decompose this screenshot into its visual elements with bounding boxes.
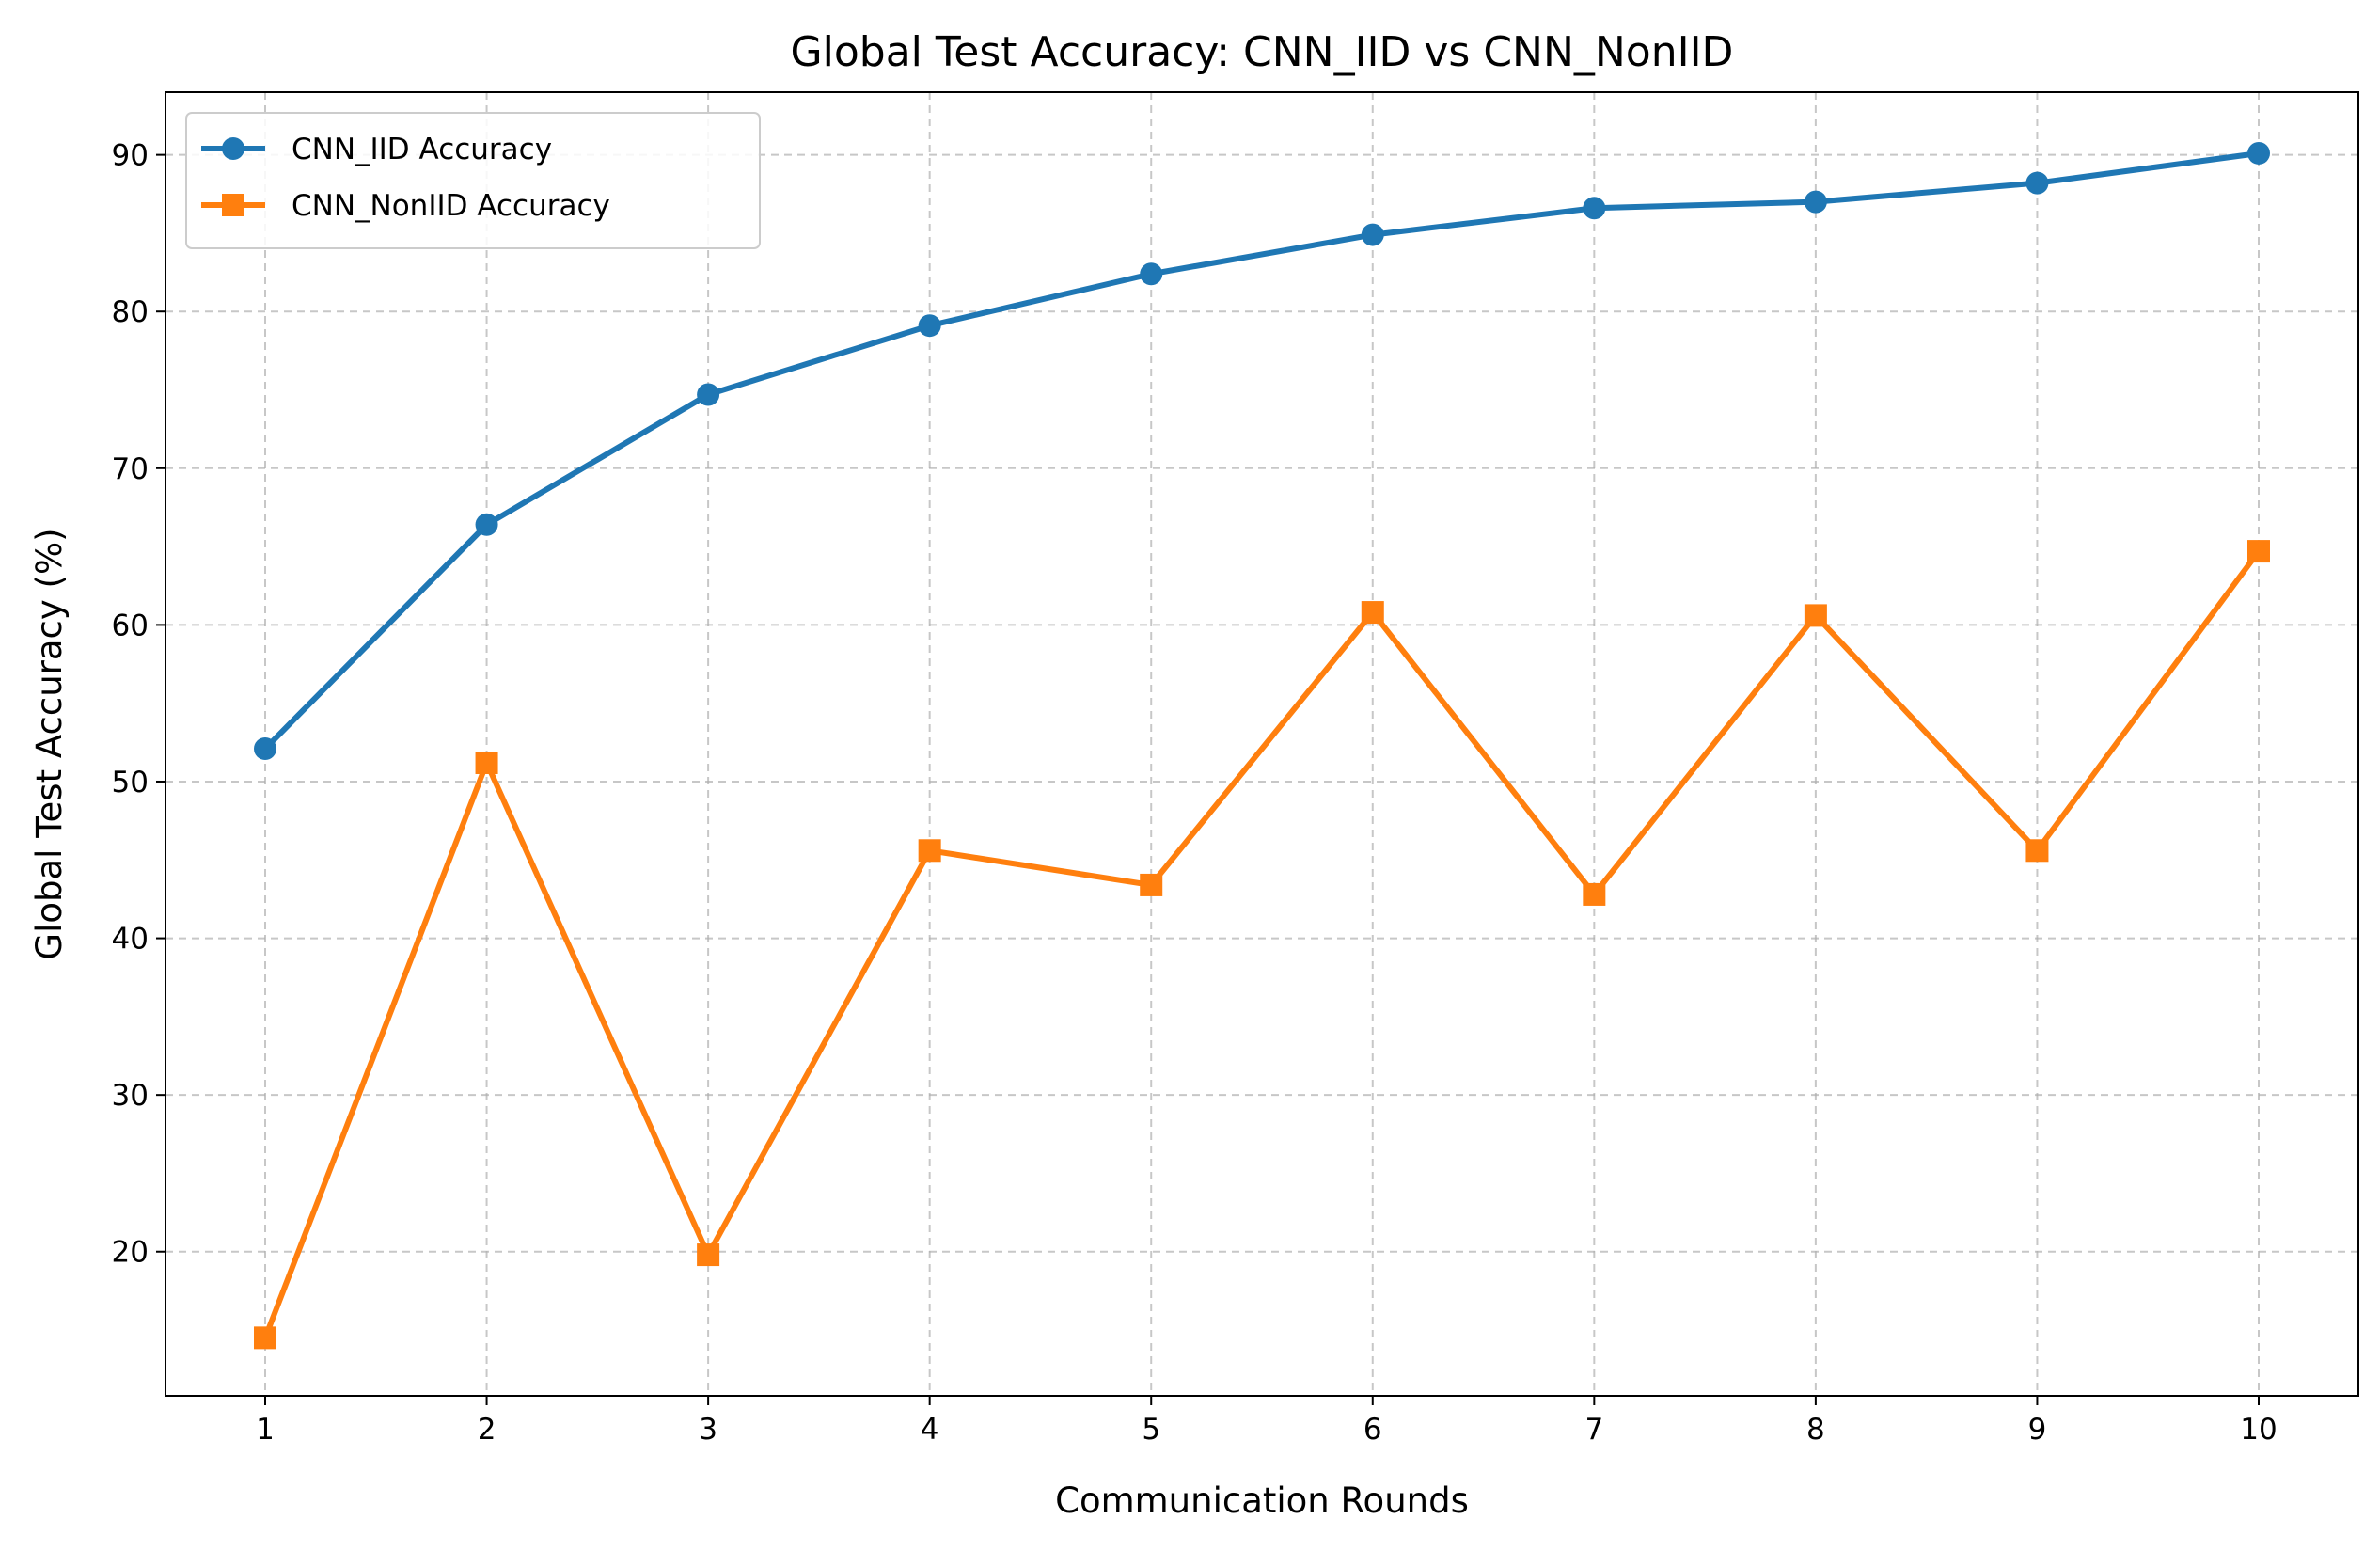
legend-item: CNN_NonIID Accuracy [201,189,610,223]
series-1 [254,141,2270,760]
x-tick-label: 4 [921,1413,939,1447]
chart-title: Global Test Accuracy: CNN_IID vs CNN_Non… [791,28,1734,76]
data-point [254,736,276,760]
y-tick-label: 80 [112,295,149,329]
data-point [697,383,720,406]
data-point [1583,197,1606,220]
x-tick-label: 2 [478,1413,496,1447]
x-tick-label: 5 [1142,1413,1160,1447]
legend-marker [222,194,244,216]
data-point [475,751,498,774]
y-tick-label: 20 [112,1236,149,1270]
y-tick-label: 50 [112,766,149,799]
legend-label: CNN_IID Accuracy [292,133,552,166]
x-tick-label: 8 [1806,1413,1825,1447]
data-point [254,1326,276,1350]
data-point [1361,601,1384,625]
data-point [1140,262,1163,286]
data-point [1361,223,1384,246]
x-tick-label: 3 [699,1413,717,1447]
y-tick-label: 30 [112,1079,149,1113]
data-point [475,513,498,536]
data-point [1804,604,1827,627]
data-point [1140,873,1163,896]
series-line [262,549,2262,1339]
data-point [2247,141,2270,165]
x-tick-label: 7 [1584,1413,1603,1447]
data-point [697,1243,720,1267]
grid-lines [165,92,2358,1396]
legend-item: CNN_IID Accuracy [201,133,552,166]
data-point [1583,882,1606,906]
y-tick-label: 60 [112,609,149,642]
data-point [2025,839,2049,863]
data-point [2025,171,2049,195]
y-tick-label: 70 [112,452,149,486]
plot-series [254,141,2270,1350]
axis-ticks: 1 2 3 4 5 6 7 8 9 10 20 30 40 50 60 70 80 90 [112,139,2278,1447]
y-axis-label: Global Test Accuracy (%) [29,528,70,959]
legend: CNN_IID Accuracy CNN_NonIID Accuracy [185,112,761,249]
x-axis-label: Communication Rounds [1055,1480,1469,1521]
data-point [918,839,941,863]
data-point [2247,540,2270,563]
data-point [1804,190,1827,214]
plot-frame [165,91,2359,1397]
x-tick-label: 9 [2028,1413,2047,1447]
x-tick-label: 6 [1363,1413,1382,1447]
legend-marker [222,137,244,160]
series-2 [254,540,2270,1350]
data-point [918,314,941,338]
y-tick-label: 40 [112,923,149,957]
legend-box [185,112,761,249]
x-tick-label: 1 [256,1413,275,1447]
x-tick-label: 10 [2240,1413,2277,1447]
y-tick-label: 90 [112,139,149,173]
series-line [262,150,2260,752]
legend-label: CNN_NonIID Accuracy [292,189,610,223]
